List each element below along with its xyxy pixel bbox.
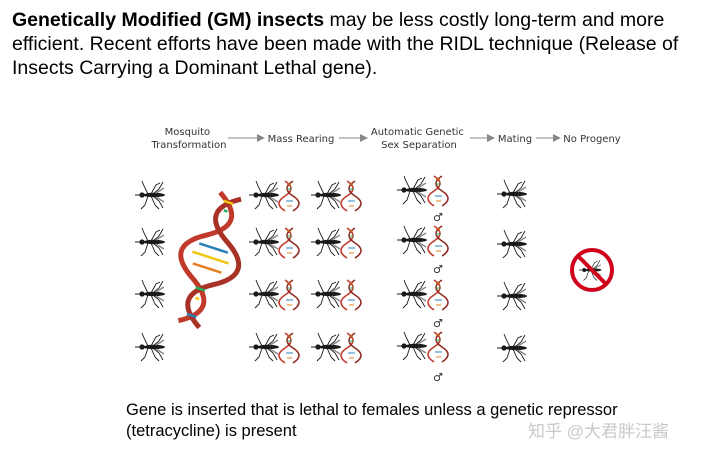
label-separation-line1: Automatic Genetic xyxy=(371,127,464,138)
dna-icon xyxy=(278,332,300,364)
male-symbol: ♂ xyxy=(433,317,443,330)
intro-bold: Genetically Modified (GM) insects xyxy=(12,9,325,31)
dna-icon xyxy=(278,279,300,311)
mosquito-icon xyxy=(248,180,280,210)
dna-icon xyxy=(340,332,362,364)
mosquito-icon xyxy=(248,227,280,257)
mosquito-icon xyxy=(396,331,428,361)
label-sex-separation: Automatic Genetic Sex Separation xyxy=(371,127,467,151)
label-separation-line2: Sex Separation xyxy=(381,140,457,151)
male-symbol: ♂ xyxy=(433,263,443,276)
dna-icon xyxy=(177,190,242,330)
mosquito-icon xyxy=(310,227,342,257)
mosquito-icon xyxy=(396,225,428,255)
label-mosquito-transformation: Mosquito Transformation xyxy=(150,127,226,151)
mosquito-icon xyxy=(248,332,280,362)
dna-icon xyxy=(427,279,449,311)
watermark: 知乎 @大君胖汪酱 xyxy=(528,422,669,441)
no-progeny-icon xyxy=(570,248,614,292)
label-transformation-line2: Transformation xyxy=(150,140,226,151)
intro-rest: may be less costly long-term and more ef… xyxy=(12,9,679,79)
mosquito-icon xyxy=(134,279,166,309)
mosquito-icon xyxy=(496,333,528,363)
intro-text: Genetically Modified (GM) insects may be… xyxy=(12,8,712,80)
mosquito-icon xyxy=(134,332,166,362)
dna-icon xyxy=(340,227,362,259)
mosquito-icon xyxy=(396,175,428,205)
dna-icon xyxy=(427,175,449,207)
dna-icon xyxy=(427,225,449,257)
mosquito-icon xyxy=(248,279,280,309)
mosquito-icon xyxy=(396,279,428,309)
mosquito-icon xyxy=(496,281,528,311)
male-symbol: ♂ xyxy=(433,211,443,224)
mosquito-icon xyxy=(134,227,166,257)
label-mating: Mating xyxy=(498,134,532,145)
label-mass-rearing: Mass Rearing xyxy=(268,134,335,145)
mosquito-icon xyxy=(310,279,342,309)
dna-icon xyxy=(340,180,362,212)
mosquito-icon xyxy=(496,229,528,259)
male-symbol: ♂ xyxy=(433,371,443,384)
dna-icon xyxy=(427,331,449,363)
dna-icon xyxy=(278,227,300,259)
label-transformation-line1: Mosquito xyxy=(165,127,210,138)
mosquito-icon xyxy=(496,179,528,209)
dna-icon xyxy=(278,180,300,212)
mosquito-icon xyxy=(310,180,342,210)
label-no-progeny: No Progeny xyxy=(563,134,620,145)
mosquito-icon xyxy=(310,332,342,362)
mosquito-icon xyxy=(134,180,166,210)
caption: Gene is inserted that is lethal to femal… xyxy=(126,401,618,440)
dna-icon xyxy=(340,279,362,311)
